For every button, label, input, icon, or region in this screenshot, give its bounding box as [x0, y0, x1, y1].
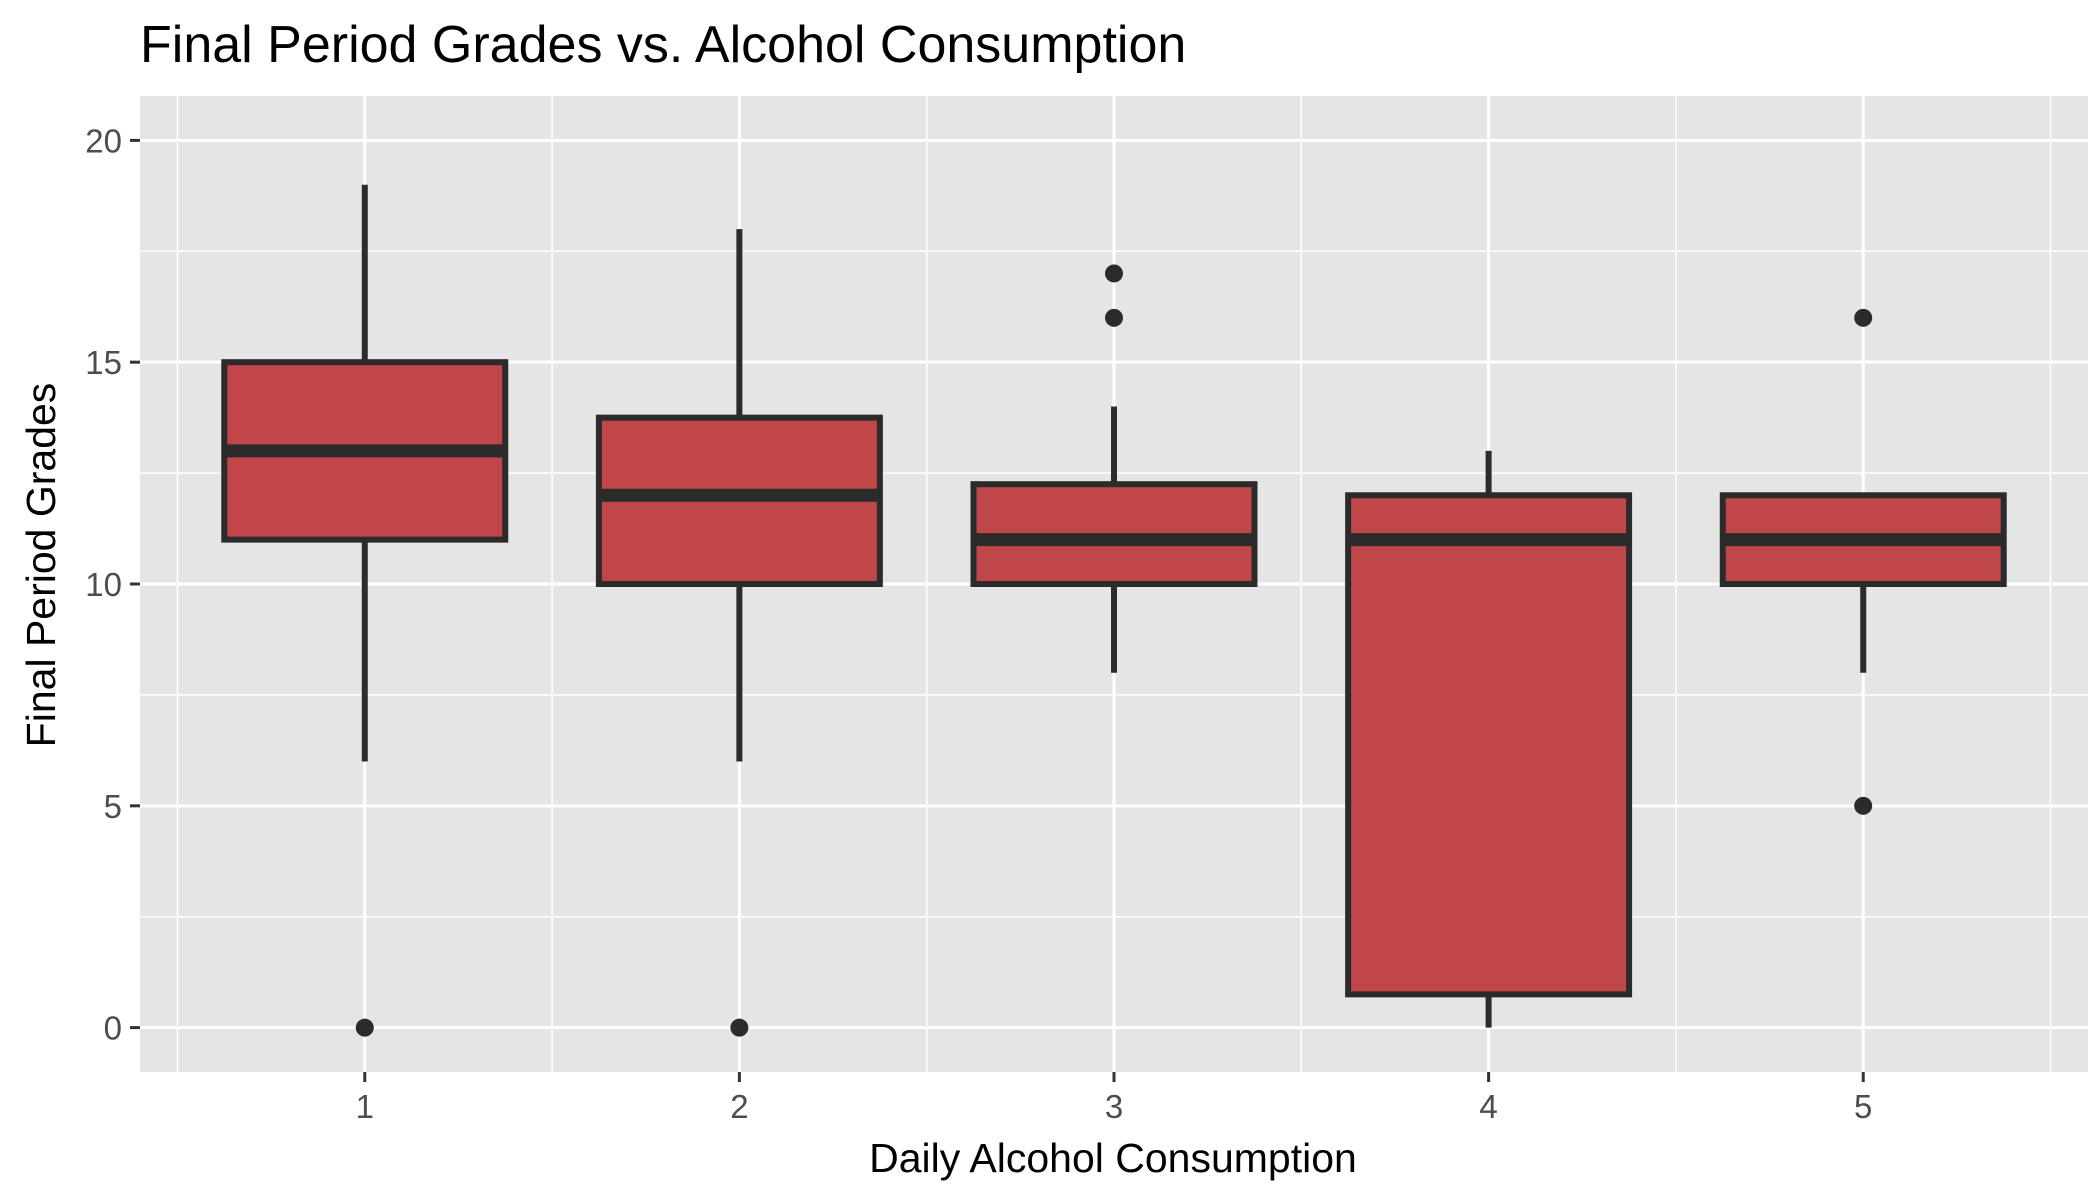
- y-tick-label: 15: [85, 344, 122, 381]
- outlier-point: [1105, 264, 1123, 283]
- y-tick-label: 10: [85, 566, 122, 603]
- box-5: [1719, 308, 2007, 815]
- y-tick-label: 0: [104, 1010, 122, 1047]
- outlier-point: [1854, 308, 1873, 327]
- outlier-point: [355, 1018, 374, 1037]
- box-4: [1345, 450, 1633, 1028]
- outlier-point: [1854, 796, 1873, 815]
- x-tick-label: 2: [730, 1088, 748, 1125]
- box-1: [221, 184, 509, 1037]
- outlier-point: [1105, 308, 1123, 327]
- y-axis-title: Final Period Grades: [18, 383, 64, 748]
- x-axis-title: Daily Alcohol Consumption: [869, 1135, 1357, 1181]
- outlier-point: [730, 1018, 749, 1037]
- x-tick-label: 1: [356, 1088, 374, 1125]
- x-axis: 1 2 3 4 5: [356, 1072, 1872, 1125]
- x-tick-label: 4: [1479, 1088, 1497, 1125]
- y-tick-label: 5: [104, 788, 122, 825]
- box-3: [970, 264, 1258, 673]
- x-tick-label: 3: [1105, 1088, 1123, 1125]
- box-2: [595, 229, 883, 1037]
- x-tick-label: 5: [1854, 1088, 1872, 1125]
- y-tick-label: 20: [85, 122, 122, 159]
- box-group: [221, 184, 2007, 1037]
- box-iqr: [1345, 492, 1633, 998]
- chart-title: Final Period Grades vs. Alcohol Consumpt…: [140, 16, 1186, 74]
- y-axis: 0 5 10 15 20: [85, 122, 140, 1047]
